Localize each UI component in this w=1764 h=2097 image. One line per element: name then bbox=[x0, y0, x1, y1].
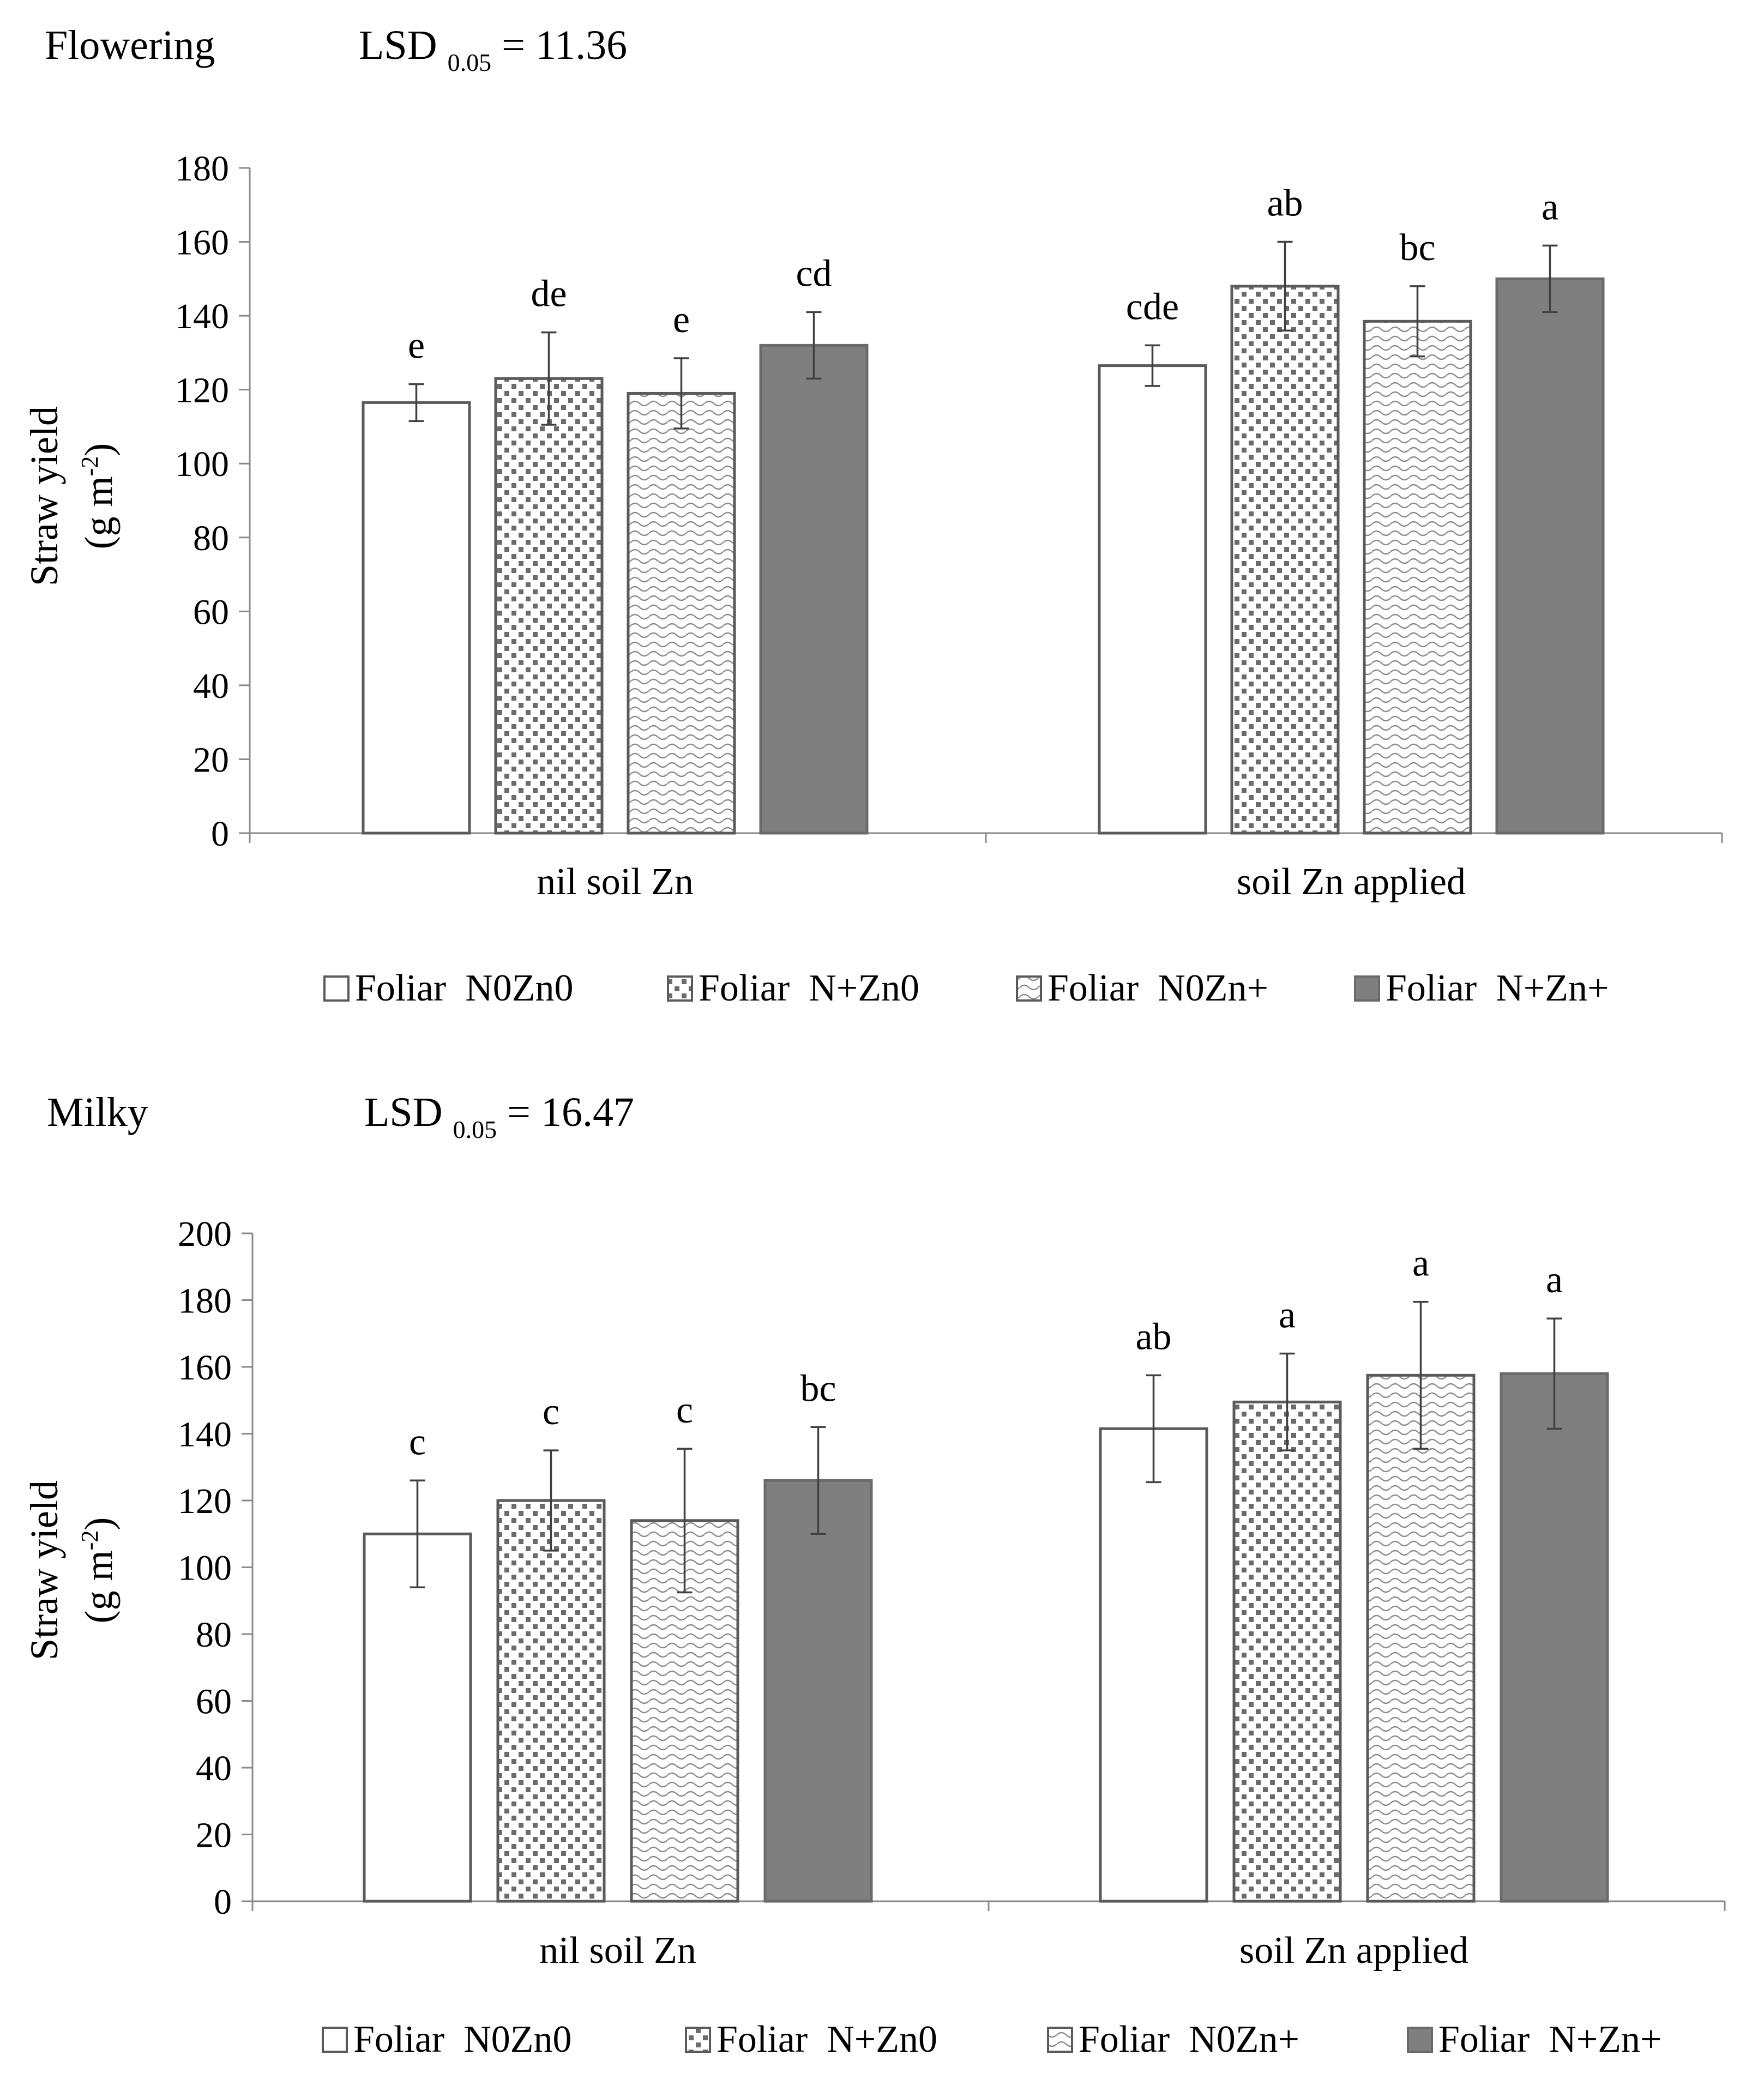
significance-letter: e bbox=[408, 325, 425, 367]
bar bbox=[1099, 1427, 1208, 1903]
significance-letter: ab bbox=[1135, 1316, 1171, 1358]
lsd-label: LSD 0.05 = 11.36 bbox=[359, 22, 627, 76]
significance-letter: a bbox=[1546, 1259, 1563, 1301]
y-axis-unit-label: (g m-2) bbox=[76, 443, 121, 550]
y-unit-close: ) bbox=[77, 443, 121, 456]
lsd-prefix: LSD bbox=[359, 22, 448, 68]
bar bbox=[1500, 1372, 1609, 1903]
significance-letter: a bbox=[1279, 1294, 1296, 1336]
significance-letter: de bbox=[531, 273, 567, 315]
significance-letter: bc bbox=[1399, 227, 1435, 269]
lsd-subscript: 0.05 bbox=[453, 1116, 497, 1143]
bar bbox=[1495, 277, 1605, 835]
y-tick-label: 80 bbox=[196, 1615, 232, 1655]
y-unit-text: (g m bbox=[77, 476, 121, 549]
legend-label: Foliar N0Zn0 bbox=[353, 2018, 572, 2060]
flowering-chart: Flowering LSD 0.05 = 11.36 Straw yield (g m… bbox=[22, 22, 1723, 1009]
y-tick-label: 0 bbox=[211, 814, 229, 854]
legend-label: Foliar N0Zn0 bbox=[355, 967, 574, 1009]
lsd-subscript: 0.05 bbox=[448, 49, 492, 76]
y-tick-label: 180 bbox=[175, 149, 229, 189]
legend-swatch bbox=[667, 975, 693, 1002]
significance-letter: c bbox=[409, 1421, 426, 1463]
y-unit-superscript: -2 bbox=[76, 456, 103, 477]
y-tick-label: 140 bbox=[178, 1415, 232, 1455]
y-tick-label: 40 bbox=[193, 666, 229, 706]
legend-swatch bbox=[1016, 975, 1042, 1002]
y-unit-superscript: -2 bbox=[76, 1530, 103, 1551]
significance-letter: c bbox=[676, 1389, 693, 1431]
lsd-label: LSD 0.05 = 16.47 bbox=[364, 1089, 634, 1143]
legend-label: Foliar N0Zn+ bbox=[1079, 2018, 1299, 2060]
bar bbox=[362, 401, 471, 835]
y-tick-label: 120 bbox=[175, 371, 229, 411]
legend-swatch bbox=[322, 2027, 348, 2053]
significance-letter: c bbox=[543, 1391, 559, 1433]
bar bbox=[1366, 1373, 1476, 1903]
y-tick-label: 20 bbox=[196, 1816, 232, 1855]
bar bbox=[494, 377, 604, 835]
bar bbox=[1098, 364, 1207, 835]
y-tick-label: 100 bbox=[178, 1548, 232, 1588]
bar bbox=[763, 1479, 873, 1903]
bar bbox=[759, 344, 869, 835]
y-tick-label: 160 bbox=[175, 223, 229, 263]
legend-swatch bbox=[1407, 2027, 1433, 2053]
category-label: soil Zn applied bbox=[1237, 861, 1466, 903]
y-axis-label: Straw yield bbox=[22, 1480, 66, 1660]
bar bbox=[1232, 1400, 1342, 1903]
y-tick-label: 200 bbox=[178, 1214, 232, 1254]
bar bbox=[1230, 285, 1340, 835]
legend-label: Foliar N+Zn0 bbox=[717, 2018, 937, 2060]
legend-swatch bbox=[323, 975, 350, 1002]
lsd-value: = 16.47 bbox=[497, 1089, 634, 1135]
y-axis-label: Straw yield bbox=[22, 406, 66, 586]
chart-title: Milky bbox=[47, 1089, 148, 1135]
lsd-value: = 11.36 bbox=[491, 22, 627, 68]
significance-letter: cde bbox=[1126, 286, 1179, 328]
legend-label: Foliar N+Zn0 bbox=[699, 967, 919, 1009]
category-label: nil soil Zn bbox=[537, 861, 694, 903]
legend-swatch bbox=[1047, 2027, 1073, 2053]
milky-chart: Milky LSD 0.05 = 16.47 Straw yield (g m-2) 0… bbox=[22, 1089, 1726, 2060]
y-tick-label: 180 bbox=[178, 1281, 232, 1321]
y-tick-label: 40 bbox=[196, 1749, 232, 1788]
category-label: nil soil Zn bbox=[539, 1930, 696, 1972]
y-tick-label: 160 bbox=[178, 1348, 232, 1388]
y-tick-label: 120 bbox=[178, 1481, 232, 1521]
significance-letter: a bbox=[1542, 186, 1558, 228]
y-tick-label: 60 bbox=[193, 592, 229, 632]
legend-swatch bbox=[685, 2027, 711, 2053]
legend-label: Foliar N0Zn+ bbox=[1047, 967, 1268, 1009]
significance-letter: cd bbox=[796, 252, 832, 294]
y-tick-label: 140 bbox=[175, 297, 229, 336]
y-tick-label: 80 bbox=[193, 519, 229, 558]
legend-swatch bbox=[1354, 975, 1380, 1002]
y-unit-text: (g m bbox=[77, 1550, 121, 1623]
y-tick-label: 20 bbox=[193, 740, 229, 780]
y-tick-label: 60 bbox=[196, 1682, 232, 1722]
legend-label: Foliar N+Zn+ bbox=[1386, 967, 1609, 1009]
chart-title: Flowering bbox=[45, 22, 215, 68]
bar bbox=[496, 1499, 606, 1903]
bar bbox=[363, 1532, 472, 1903]
lsd-prefix: LSD bbox=[364, 1089, 453, 1135]
significance-letter: bc bbox=[800, 1367, 836, 1409]
significance-letter: a bbox=[1412, 1243, 1429, 1285]
legend-label: Foliar N+Zn+ bbox=[1438, 2018, 1661, 2060]
y-axis-unit-label: (g m-2) bbox=[76, 1517, 121, 1624]
significance-letter: e bbox=[673, 299, 690, 341]
bar bbox=[1363, 320, 1472, 835]
significance-letter: ab bbox=[1267, 183, 1303, 225]
y-tick-label: 100 bbox=[175, 444, 229, 484]
y-unit-close: ) bbox=[77, 1517, 121, 1530]
y-tick-label: 0 bbox=[214, 1882, 232, 1922]
bar bbox=[627, 391, 736, 835]
category-label: soil Zn applied bbox=[1239, 1930, 1468, 1972]
